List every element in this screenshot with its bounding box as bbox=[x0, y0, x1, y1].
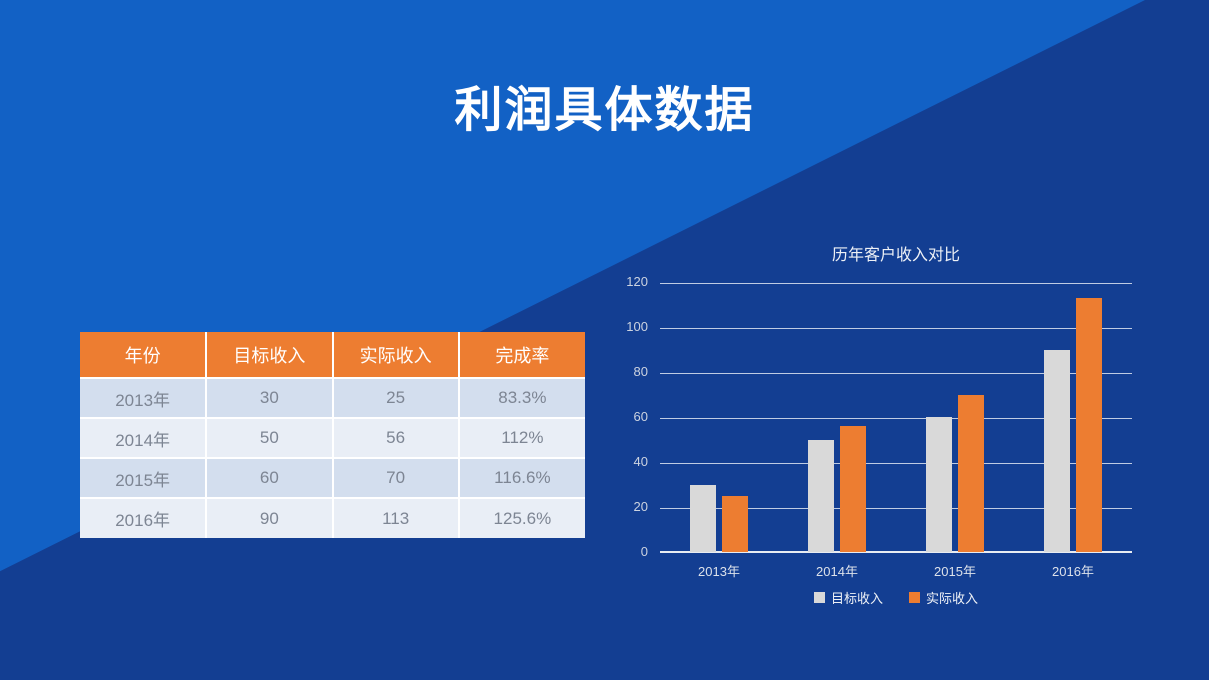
bar-actual-revenue bbox=[1076, 297, 1102, 552]
table-cell: 60 bbox=[206, 458, 334, 499]
header-cell: 年份 bbox=[80, 332, 208, 379]
chart-plot-area bbox=[660, 283, 1132, 553]
y-axis-label: 20 bbox=[633, 499, 648, 514]
table-cell: 90 bbox=[206, 498, 334, 538]
table-row: 2014年 50 56 112% bbox=[80, 418, 585, 459]
table-cell: 50 bbox=[206, 418, 334, 459]
profit-table: 年份 目标收入 实际收入 完成率 2013年 30 25 83.3% 2014年 50 56 112… bbox=[80, 332, 585, 538]
bar-actual-revenue bbox=[840, 426, 866, 552]
grid-line bbox=[660, 328, 1132, 329]
x-axis-label: 2015年 bbox=[934, 564, 976, 579]
table-cell: 112% bbox=[458, 418, 585, 459]
header-cell: 完成率 bbox=[458, 332, 585, 379]
y-axis-label: 40 bbox=[633, 454, 648, 469]
bar-target-revenue bbox=[1044, 349, 1070, 552]
bar-target-revenue bbox=[808, 439, 834, 552]
bar-target-revenue bbox=[690, 484, 716, 552]
x-axis-label: 2016年 bbox=[1052, 564, 1094, 579]
table-cell: 2016年 bbox=[80, 498, 208, 538]
bar-actual-revenue bbox=[722, 495, 748, 552]
chart-legend: 目标收入 实际收入 bbox=[660, 588, 1132, 607]
x-axis-label: 2013年 bbox=[698, 564, 740, 579]
table-cell: 2015年 bbox=[80, 458, 208, 499]
grid-line bbox=[660, 283, 1132, 284]
table-cell: 2013年 bbox=[80, 378, 208, 419]
table-row: 2013年 30 25 83.3% bbox=[80, 378, 585, 419]
table-cell: 116.6% bbox=[458, 458, 585, 499]
table-cell: 70 bbox=[332, 458, 460, 499]
table-cell: 56 bbox=[332, 418, 460, 459]
table-row: 2015年 60 70 116.6% bbox=[80, 458, 585, 499]
legend-item: 实际收入 bbox=[909, 588, 978, 607]
header-cell: 目标收入 bbox=[206, 332, 334, 379]
y-axis-label: 0 bbox=[640, 544, 648, 559]
bar-actual-revenue bbox=[958, 394, 984, 552]
bar-target-revenue bbox=[926, 417, 952, 552]
legend-label: 实际收入 bbox=[926, 591, 979, 606]
table-cell: 83.3% bbox=[458, 378, 585, 419]
legend-label: 目标收入 bbox=[830, 591, 883, 606]
table-row: 2016年 90 113 125.6% bbox=[80, 498, 585, 538]
table-cell: 30 bbox=[206, 378, 334, 419]
grid-line bbox=[660, 508, 1132, 509]
legend-item: 目标收入 bbox=[813, 588, 883, 607]
grid-line bbox=[660, 463, 1132, 464]
x-axis-label: 2014年 bbox=[816, 564, 858, 579]
chart-title: 历年客户收入对比 bbox=[831, 247, 960, 264]
grid-line bbox=[660, 373, 1132, 374]
table-cell: 113 bbox=[332, 498, 460, 538]
table-header: 年份 目标收入 实际收入 完成率 bbox=[80, 332, 585, 379]
y-axis-label: 120 bbox=[626, 274, 648, 289]
table-cell: 2014年 bbox=[80, 418, 208, 459]
table-cell: 25 bbox=[332, 378, 460, 419]
y-axis-label: 80 bbox=[633, 364, 648, 379]
page-title: 利润具体数据 bbox=[454, 84, 755, 137]
header-cell: 实际收入 bbox=[332, 332, 460, 379]
legend-swatch bbox=[909, 592, 920, 603]
x-axis-line bbox=[660, 551, 1132, 553]
legend-swatch bbox=[813, 592, 825, 603]
table-cell: 125.6% bbox=[458, 498, 585, 538]
y-axis-label: 100 bbox=[626, 319, 648, 334]
grid-line bbox=[660, 418, 1132, 419]
y-axis-label: 60 bbox=[633, 409, 648, 424]
